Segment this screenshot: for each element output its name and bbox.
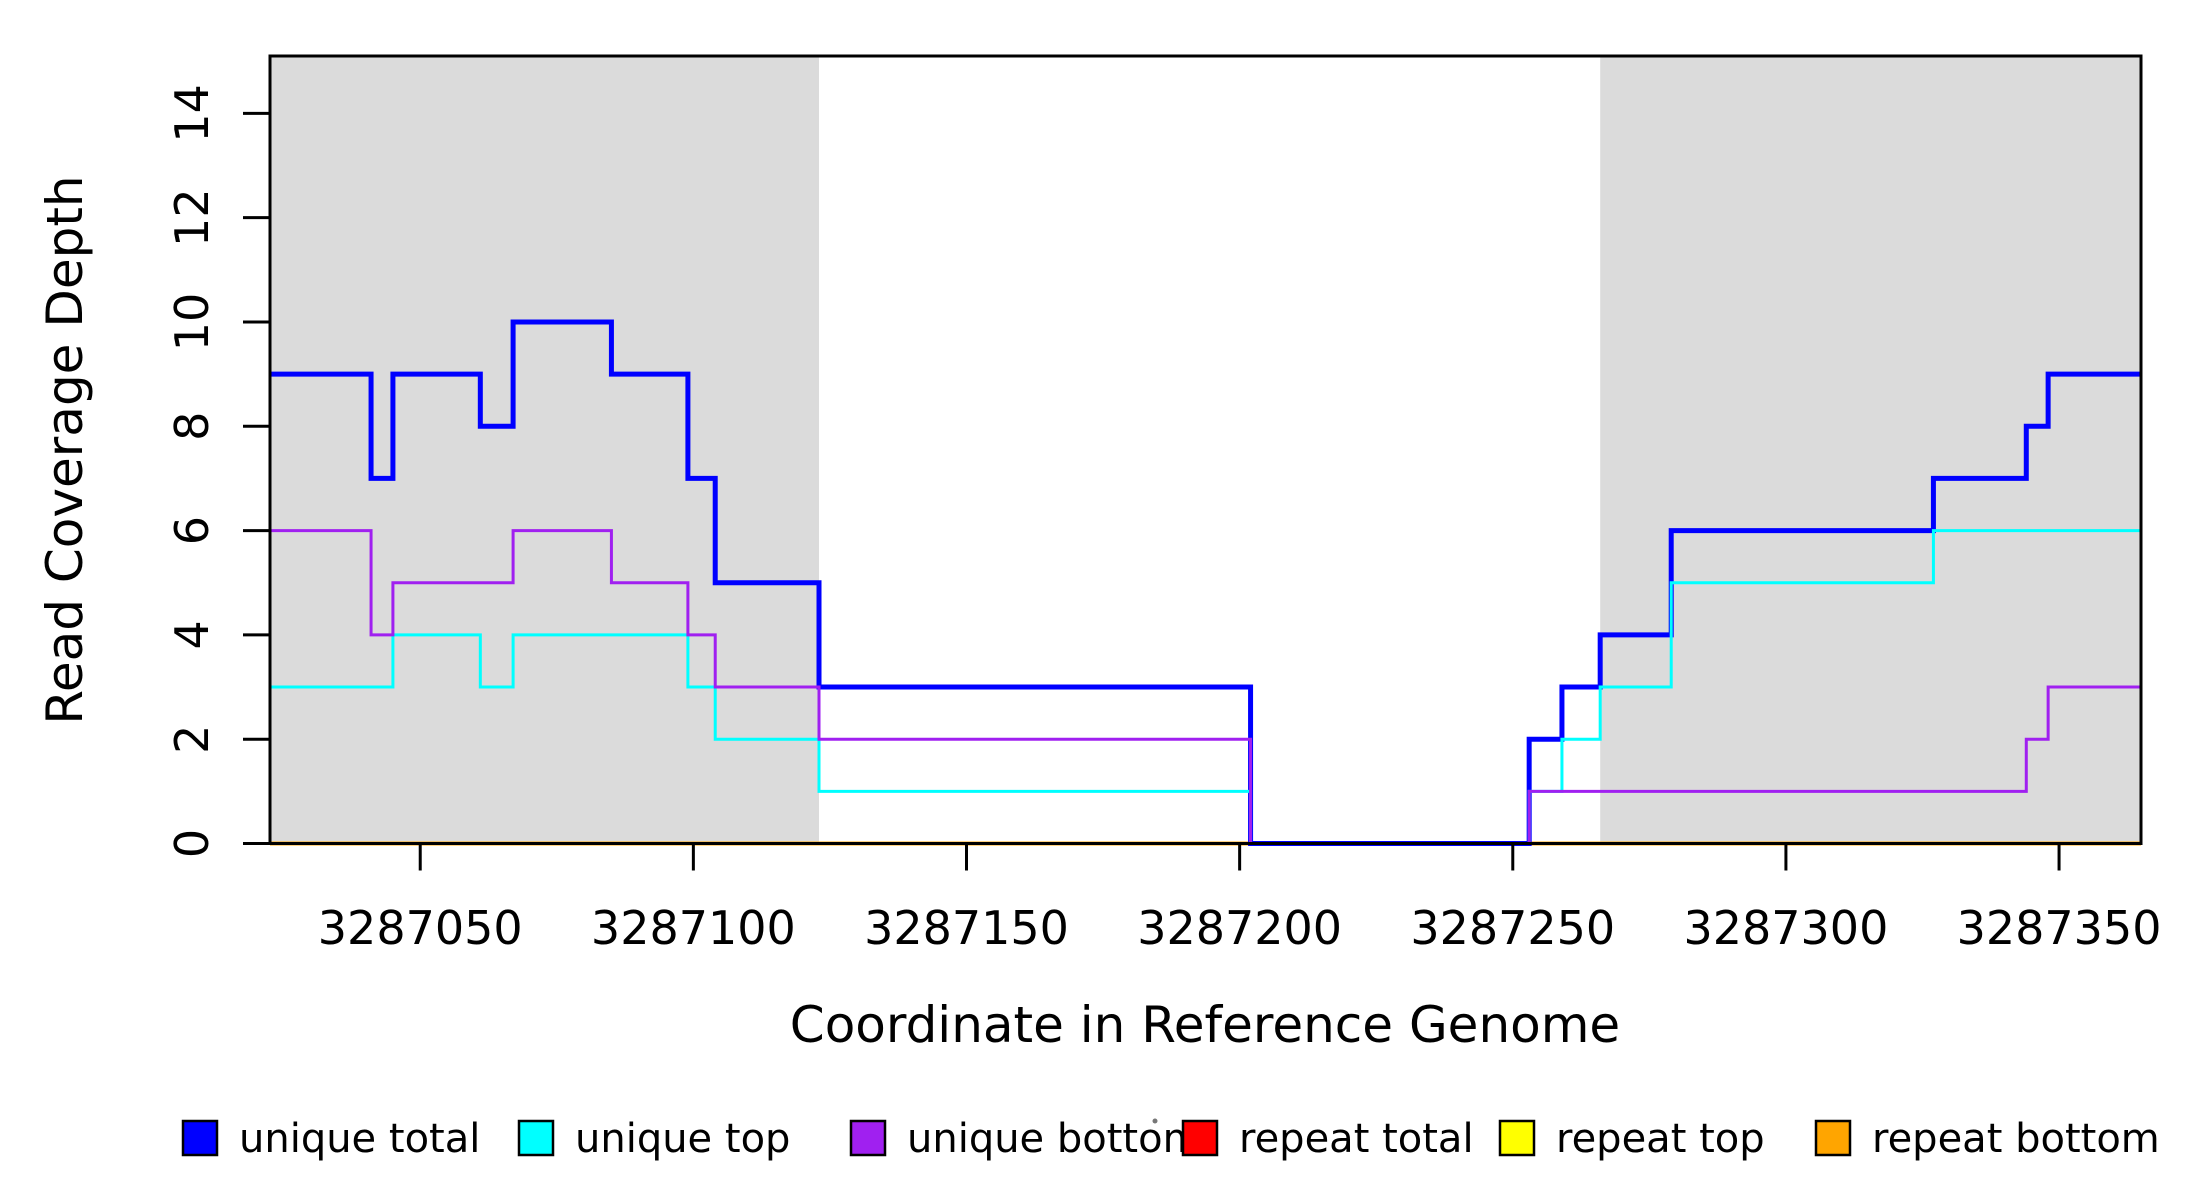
legend-swatch	[181, 1119, 219, 1157]
x-tick-label: 3287350	[1957, 901, 2162, 955]
y-tick-label: 10	[165, 293, 219, 352]
y-tick-label: 8	[165, 412, 219, 441]
axes: 3287050 3287100 3287150 3287200 3287250 32873…	[165, 84, 2161, 955]
legend-swatch	[849, 1119, 887, 1157]
legend-item-unique-total: unique total	[181, 1116, 480, 1162]
legend-label: repeat top	[1556, 1116, 1765, 1162]
y-tick-label: 6	[165, 516, 219, 545]
series-unique-top	[270, 529, 2141, 845]
plot-border	[268, 54, 2143, 845]
y-tick-label: 2	[165, 725, 219, 754]
series-unique-total	[270, 319, 2141, 846]
legend-artifact-dot	[1152, 1118, 1158, 1124]
legend-item-unique-bottom: unique bottom	[849, 1116, 1202, 1162]
y-tick-label: 0	[165, 829, 219, 858]
legend-label: repeat total	[1239, 1116, 1474, 1162]
legend-label: unique top	[575, 1116, 790, 1162]
legend-label: repeat bottom	[1872, 1116, 2160, 1162]
repeat-region-right	[1600, 56, 2141, 844]
repeat-region-left	[270, 56, 820, 844]
y-axis-title: Read Coverage Depth	[36, 175, 94, 724]
legend-item-repeat-top: repeat top	[1498, 1116, 1765, 1162]
legend-swatch	[1498, 1119, 1536, 1157]
x-tick-label: 3287250	[1410, 901, 1615, 955]
x-tick-label: 3287200	[1137, 901, 1342, 955]
series-unique-bottom	[270, 529, 2141, 845]
legend-swatch	[1181, 1119, 1219, 1157]
legend-item-repeat-total: repeat total	[1181, 1116, 1474, 1162]
legend-item-unique-top: unique top	[517, 1116, 790, 1162]
x-axis-title: Coordinate in Reference Genome	[790, 996, 1620, 1054]
legend-swatch	[517, 1119, 555, 1157]
x-tick-label: 3287150	[864, 901, 1069, 955]
legend: unique total unique top unique bottom repea…	[181, 1116, 2160, 1162]
legend-label: unique bottom	[907, 1116, 1202, 1162]
x-tick-label: 3287100	[591, 901, 796, 955]
x-tick-label: 3287050	[318, 901, 523, 955]
y-tick-label: 12	[165, 188, 219, 247]
shaded-repeat-regions	[270, 56, 2141, 844]
legend-label: unique total	[239, 1116, 480, 1162]
legend-swatch	[1814, 1119, 1852, 1157]
legend-item-repeat-bottom: repeat bottom	[1814, 1116, 2160, 1162]
y-tick-label: 4	[165, 620, 219, 649]
x-tick-label: 3287300	[1683, 901, 1888, 955]
y-tick-label: 14	[165, 84, 219, 143]
